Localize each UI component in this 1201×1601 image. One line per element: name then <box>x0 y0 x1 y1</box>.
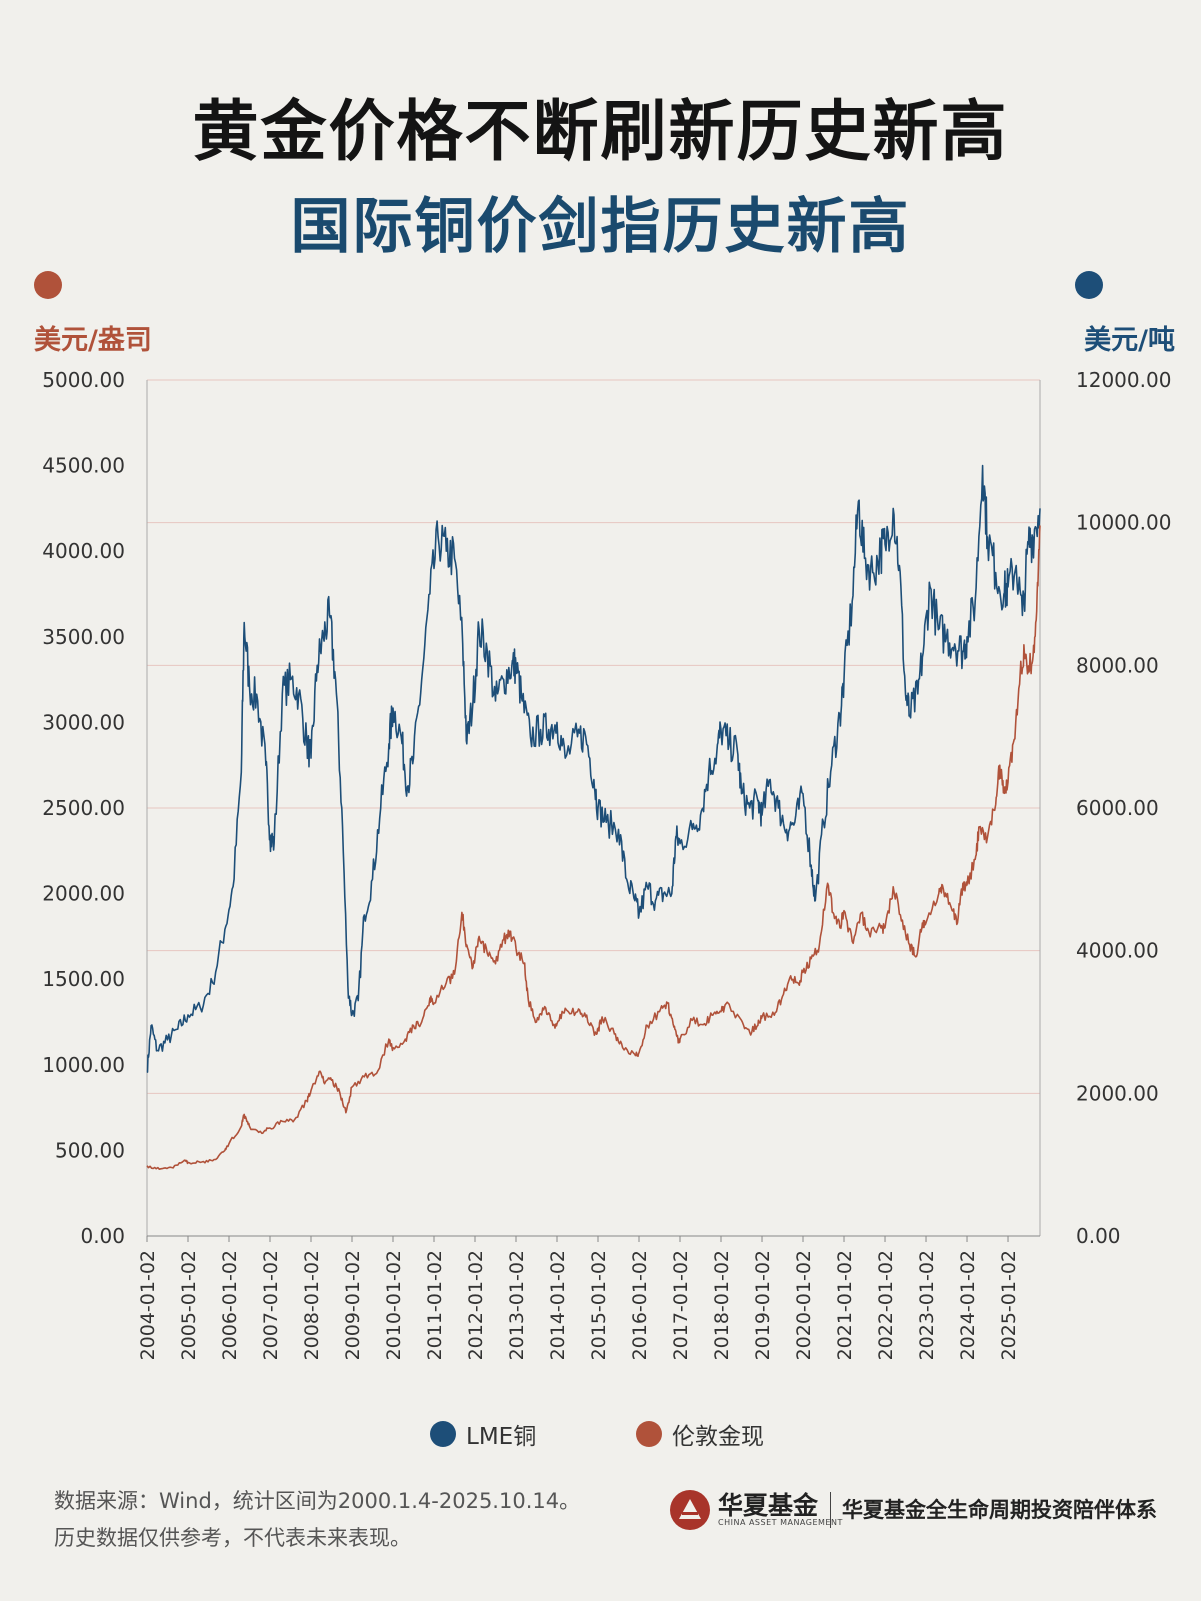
x-tick-label-1: 2005-01-02 <box>178 1250 200 1360</box>
x-tick-label-15: 2019-01-02 <box>752 1250 774 1360</box>
x-tick-label-19: 2023-01-02 <box>916 1250 938 1360</box>
x-tick-label-10: 2014-01-02 <box>547 1250 569 1360</box>
left-tick-label-0: 0.00 <box>80 1224 125 1248</box>
right-tick-label-1: 2000.00 <box>1076 1081 1159 1105</box>
x-tick-label-21: 2025-01-02 <box>998 1250 1020 1360</box>
left-tick-label-7: 3500.00 <box>42 625 125 649</box>
right-tick-label-2: 4000.00 <box>1076 939 1159 963</box>
x-tick-label-20: 2024-01-02 <box>957 1250 979 1360</box>
x-tick-label-11: 2015-01-02 <box>588 1250 610 1360</box>
legend-copper-label: LME铜 <box>466 1424 537 1450</box>
brand-logo-icon <box>670 1490 710 1530</box>
right-tick-label-3: 6000.00 <box>1076 796 1159 820</box>
x-tick-label-6: 2010-01-02 <box>383 1250 405 1360</box>
data-source-note: 数据来源：Wind，统计区间为2000.1.4-2025.10.14。 <box>54 1489 581 1513</box>
left-tick-label-1: 500.00 <box>55 1138 125 1162</box>
series-line-copper <box>146 464 1041 1073</box>
left-tick-label-5: 2500.00 <box>42 796 125 820</box>
main-title: 黄金价格不断刷新历史新高 <box>192 93 1009 170</box>
x-tick-label-0: 2004-01-02 <box>137 1250 159 1360</box>
right-tick-label-4: 8000.00 <box>1076 653 1159 677</box>
series-line-gold <box>146 525 1041 1170</box>
left-tick-label-8: 4000.00 <box>42 539 125 563</box>
left-tick-label-9: 4500.00 <box>42 454 125 478</box>
x-tick-label-2: 2006-01-02 <box>219 1250 241 1360</box>
x-tick-label-8: 2012-01-02 <box>465 1250 487 1360</box>
x-tick-label-3: 2007-01-02 <box>260 1250 282 1360</box>
x-tick-label-7: 2011-01-02 <box>424 1250 446 1360</box>
gold-axis-dot <box>34 271 62 299</box>
disclaimer-note: 历史数据仅供参考，不代表未来表现。 <box>54 1526 411 1550</box>
right-axis-unit: 美元/吨 <box>1084 325 1175 356</box>
brand-name: 华夏基金 <box>718 1491 819 1520</box>
brand-slogan: 华夏基金全生命周期投资陪伴体系 <box>842 1498 1157 1522</box>
copper-axis-dot <box>1075 271 1103 299</box>
legend-gold-label: 伦敦金现 <box>672 1424 764 1450</box>
x-tick-label-18: 2022-01-02 <box>875 1250 897 1360</box>
brand-divider <box>830 1492 831 1528</box>
subtitle: 国际铜价剑指历史新高 <box>290 192 911 262</box>
x-tick-label-14: 2018-01-02 <box>711 1250 733 1360</box>
x-tick-label-17: 2021-01-02 <box>834 1250 856 1360</box>
legend-item-copper: LME铜 <box>430 1417 536 1451</box>
right-tick-label-5: 10000.00 <box>1076 511 1171 535</box>
left-tick-label-2: 1000.00 <box>42 1053 125 1077</box>
x-tick-label-5: 2009-01-02 <box>342 1250 364 1360</box>
x-tick-label-16: 2020-01-02 <box>793 1250 815 1360</box>
legend-item-gold: 伦敦金现 <box>636 1417 764 1451</box>
brand-footer: 华夏基金 CHINA ASSET MANAGEMENT 华夏基金全生命周期投资陪… <box>670 1486 1170 1536</box>
brand-english-name: CHINA ASSET MANAGEMENT <box>718 1518 843 1527</box>
left-tick-label-3: 1500.00 <box>42 967 125 991</box>
x-tick-label-12: 2016-01-02 <box>629 1250 651 1360</box>
x-tick-label-13: 2017-01-02 <box>670 1250 692 1360</box>
left-tick-label-4: 2000.00 <box>42 882 125 906</box>
right-tick-label-6: 12000.00 <box>1076 368 1171 392</box>
legend-gold-dot <box>636 1421 662 1447</box>
left-axis-unit: 美元/盎司 <box>34 325 152 356</box>
x-tick-label-9: 2013-01-02 <box>506 1250 528 1360</box>
right-tick-label-0: 0.00 <box>1076 1224 1121 1248</box>
x-tick-label-4: 2008-01-02 <box>301 1250 323 1360</box>
legend: LME铜 伦敦金现 <box>0 1417 1201 1451</box>
left-tick-label-10: 5000.00 <box>42 368 125 392</box>
left-tick-label-6: 3000.00 <box>42 710 125 734</box>
legend-copper-dot <box>430 1421 456 1447</box>
